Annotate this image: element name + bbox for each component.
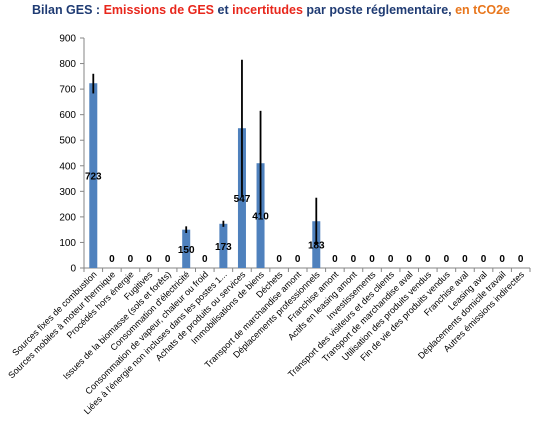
data-label: 183 [308,241,325,252]
y-tick-label: 300 [59,187,76,198]
data-label: 0 [444,254,450,265]
bar [182,229,191,268]
y-tick-label: 600 [59,110,76,121]
data-label: 173 [215,242,232,253]
data-label: 0 [481,254,487,265]
data-label: 0 [295,254,301,265]
title-part-2: Emissions de GES [103,3,215,17]
y-tick-label: 500 [59,136,76,147]
chart-title: Bilan GES : Emissions de GES et incertit… [0,3,542,17]
data-label: 723 [85,172,102,183]
y-tick-label: 400 [59,161,76,172]
chart-bars [89,83,321,268]
data-label: 0 [146,254,152,265]
data-label: 0 [276,254,282,265]
data-label: 410 [252,212,269,223]
title-part-3: et [214,3,233,17]
data-label: 0 [332,254,338,265]
y-tick-label: 100 [59,238,76,249]
y-tick-label: 800 [59,59,76,70]
y-tick-label: 0 [70,264,76,275]
data-label: 0 [165,254,171,265]
data-label: 150 [178,245,195,256]
data-label: 0 [388,254,394,265]
chart-error-bars [92,59,318,245]
data-label: 0 [351,254,357,265]
y-tick-label: 200 [59,212,76,223]
bar [219,223,228,268]
data-label: 0 [406,254,412,265]
data-label: 0 [369,254,375,265]
data-label: 0 [425,254,431,265]
data-label: 0 [202,254,208,265]
title-part-4: incertitudes [232,3,303,17]
data-label: 0 [518,254,524,265]
bar [237,128,246,268]
data-label: 0 [499,254,505,265]
y-tick-label: 900 [59,34,76,45]
y-tick-label: 700 [59,85,76,96]
data-label: 547 [234,194,251,205]
category-label: Sources mobiles à moteur thermique [6,269,117,380]
bar [89,83,98,268]
title-part-6: en tCO2e [455,3,510,17]
data-label: 0 [128,254,134,265]
title-part-5: par poste réglementaire, [302,3,456,17]
title-part-1: Bilan GES : [32,3,104,17]
data-label: 0 [462,254,468,265]
chart-axes: 0 100 200 300 400 500 600 700 800 900 [59,34,531,275]
data-label: 0 [109,254,115,265]
